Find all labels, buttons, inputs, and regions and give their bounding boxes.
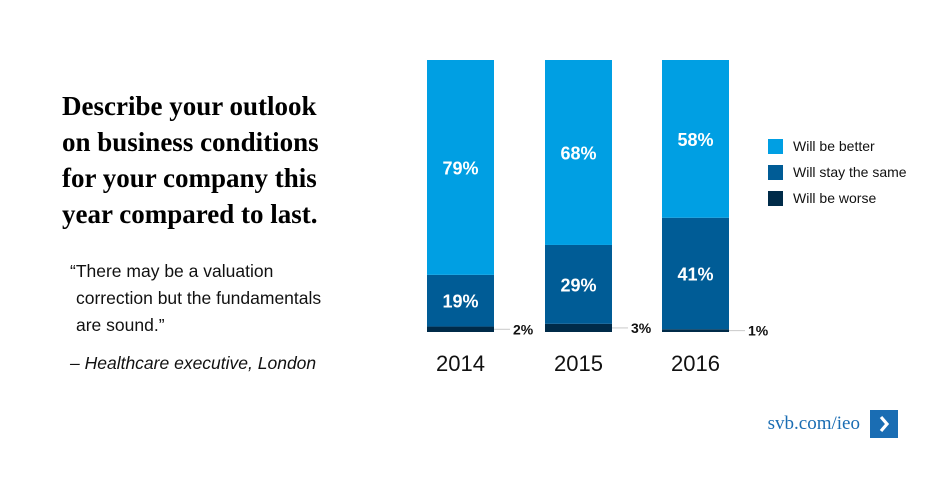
data-label-worse-2016: 1% — [748, 323, 769, 339]
data-label-better-2014: 79% — [442, 158, 478, 178]
question-heading: Describe your outlook on business condit… — [62, 88, 382, 232]
x-tick-label-2015: 2015 — [554, 351, 603, 376]
chart-legend: Will be better Will stay the same Will b… — [768, 133, 907, 211]
question-line: Describe your outlook — [62, 91, 317, 121]
quote-line: correction but the fundamentals — [76, 288, 322, 308]
legend-label-better: Will be better — [793, 138, 875, 154]
legend-swatch-better — [768, 138, 783, 154]
quote-line: are sound.” — [76, 315, 165, 335]
legend-item-better: Will be better — [768, 133, 907, 159]
bar-segment-same-2016 — [662, 217, 729, 330]
bar-segment-same-2014 — [427, 274, 494, 327]
data-label-worse-2014: 2% — [513, 321, 534, 337]
legend-item-worse: Will be worse — [768, 185, 907, 211]
bar-segment-worse-2015 — [545, 323, 612, 332]
data-label-worse-2015: 3% — [631, 320, 652, 336]
bar-segment-better-2016 — [662, 60, 729, 218]
data-label-same-2016: 41% — [677, 265, 713, 285]
svb-ieo-link[interactable]: svb.com/ieo — [768, 410, 898, 438]
bar-segment-better-2015 — [545, 60, 612, 245]
question-line: for your company this — [62, 163, 317, 193]
x-tick-label-2016: 2016 — [671, 351, 720, 376]
chevron-right-icon[interactable] — [870, 410, 898, 438]
legend-item-same: Will stay the same — [768, 159, 907, 185]
bar-segment-better-2014 — [427, 60, 494, 275]
quote-line: “There may be a valuation — [70, 261, 274, 281]
legend-swatch-same — [768, 164, 783, 180]
question-line: year compared to last. — [62, 199, 318, 229]
x-tick-label-2014: 2014 — [436, 351, 485, 376]
question-line: on business conditions — [62, 127, 319, 157]
data-label-same-2014: 19% — [442, 292, 478, 312]
data-label-better-2016: 58% — [677, 130, 713, 150]
bar-segment-worse-2014 — [427, 326, 494, 332]
legend-swatch-worse — [768, 190, 783, 206]
data-label-better-2015: 68% — [560, 143, 596, 163]
bar-segment-same-2015 — [545, 244, 612, 324]
legend-label-worse: Will be worse — [793, 190, 877, 206]
bar-segment-worse-2016 — [662, 329, 729, 332]
quote-attribution: – Healthcare executive, London — [70, 353, 317, 373]
link-text[interactable]: svb.com/ieo — [767, 413, 860, 434]
executive-quote: “There may be a valuation correction but… — [70, 258, 370, 339]
data-label-same-2015: 29% — [560, 275, 596, 295]
legend-label-same: Will stay the same — [793, 164, 907, 180]
